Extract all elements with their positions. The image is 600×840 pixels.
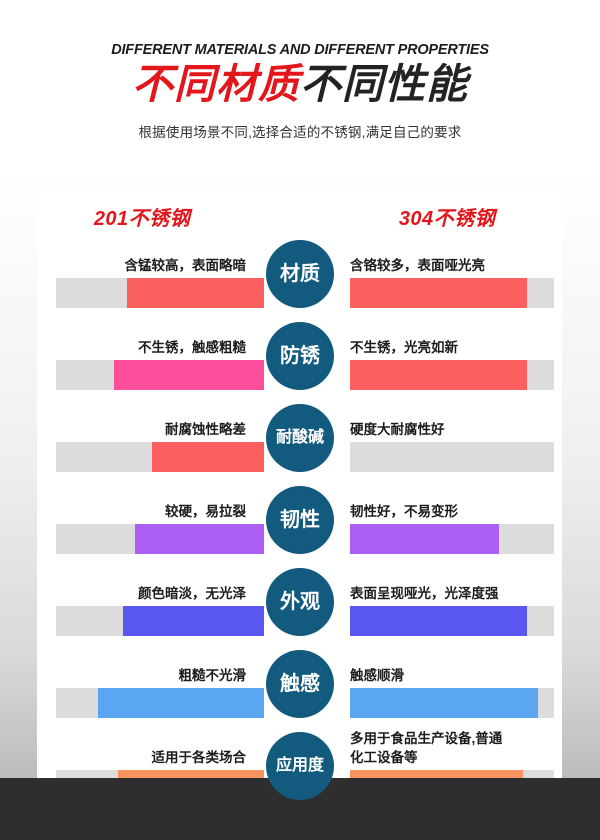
row-label-right: 触感顺滑 xyxy=(350,668,404,683)
bar-fill-right xyxy=(350,278,528,308)
property-badge: 外观 xyxy=(266,568,334,636)
row-label-left: 粗糙不光滑 xyxy=(178,668,247,683)
bar-fill-left xyxy=(151,442,264,472)
comparison-row: 粗糙不光滑 触感 触感顺滑 xyxy=(37,645,562,723)
bar-track-left xyxy=(56,688,264,718)
bar-fill-right xyxy=(350,524,499,554)
row-label-left: 适用于各类场合 xyxy=(151,750,247,765)
bar-fill-left xyxy=(135,524,264,554)
bar-fill-left xyxy=(126,278,264,308)
bar-fill-left xyxy=(97,688,264,718)
property-badge: 应用度 xyxy=(266,732,334,800)
comparison-row: 不生锈，触感粗糙 防锈 不生锈，光亮如新 xyxy=(37,317,562,395)
bar-fill-left xyxy=(122,606,264,636)
column-title-304: 304不锈钢 xyxy=(398,208,496,230)
row-label-right: 韧性好，不易变形 xyxy=(350,504,458,519)
bar-track-left xyxy=(56,360,264,390)
comparison-card: 201不锈钢 304不锈钢 含锰较高，表面略暗 材质 含铬较多，表面哑光亮不生锈，触… xyxy=(37,190,562,815)
header-eyebrow: DIFFERENT MATERIALS AND DIFFERENT PROPER… xyxy=(111,42,489,58)
comparison-row: 颜色暗淡，无光泽 外观 表面呈现哑光，光泽度强 xyxy=(37,563,562,641)
bar-track-left xyxy=(56,442,264,472)
row-label-left: 较硬，易拉裂 xyxy=(165,504,246,519)
row-label-left: 颜色暗淡，无光泽 xyxy=(138,586,246,601)
bar-track-right xyxy=(350,688,554,718)
row-label-right: 含铬较多，表面哑光亮 xyxy=(350,258,485,273)
bar-track-left xyxy=(56,524,264,554)
row-label-left: 含锰较高，表面略暗 xyxy=(124,258,247,273)
row-label-right: 多用于食品生产设备,普通 化工设备等 xyxy=(350,731,503,765)
bar-fill-right xyxy=(350,442,493,472)
column-title-201: 201不锈钢 xyxy=(93,208,191,230)
header: DIFFERENT MATERIALS AND DIFFERENT PROPER… xyxy=(0,0,600,190)
property-badge: 防锈 xyxy=(266,322,334,390)
bar-track-right xyxy=(350,606,554,636)
header-subtitle: 根据使用场景不同,选择合适的不锈钢,满足自己的要求 xyxy=(138,125,462,140)
bar-fill-right xyxy=(350,688,538,718)
bar-track-right xyxy=(350,524,554,554)
row-label-left: 耐腐蚀性略差 xyxy=(165,422,246,437)
property-badge: 触感 xyxy=(266,650,334,718)
property-badge: 韧性 xyxy=(266,486,334,554)
bar-track-right xyxy=(350,360,554,390)
bar-track-left xyxy=(56,606,264,636)
row-label-left: 不生锈，触感粗糙 xyxy=(138,340,246,355)
property-badge: 材质 xyxy=(266,240,334,308)
row-label-right: 硬度大耐腐性好 xyxy=(350,422,445,437)
bar-track-right xyxy=(350,442,554,472)
bar-track-left xyxy=(56,278,264,308)
comparison-row: 较硬，易拉裂 韧性 韧性好，不易变形 xyxy=(37,481,562,559)
page-title: 不同材质不同性能 xyxy=(0,58,600,110)
bar-track-right xyxy=(350,278,554,308)
property-badge: 耐酸碱 xyxy=(266,404,334,472)
bar-fill-left xyxy=(114,360,264,390)
bar-fill-right xyxy=(350,606,528,636)
page-title-black: 不同性能 xyxy=(300,61,468,107)
bar-fill-right xyxy=(350,360,528,390)
page-title-red: 不同材质 xyxy=(132,61,300,107)
comparison-row: 耐腐蚀性略差 耐酸碱 硬度大耐腐性好 xyxy=(37,399,562,477)
row-label-right: 表面呈现哑光，光泽度强 xyxy=(350,586,499,601)
row-label-right: 不生锈，光亮如新 xyxy=(350,340,458,355)
comparison-row: 含锰较高，表面略暗 材质 含铬较多，表面哑光亮 xyxy=(37,235,562,313)
